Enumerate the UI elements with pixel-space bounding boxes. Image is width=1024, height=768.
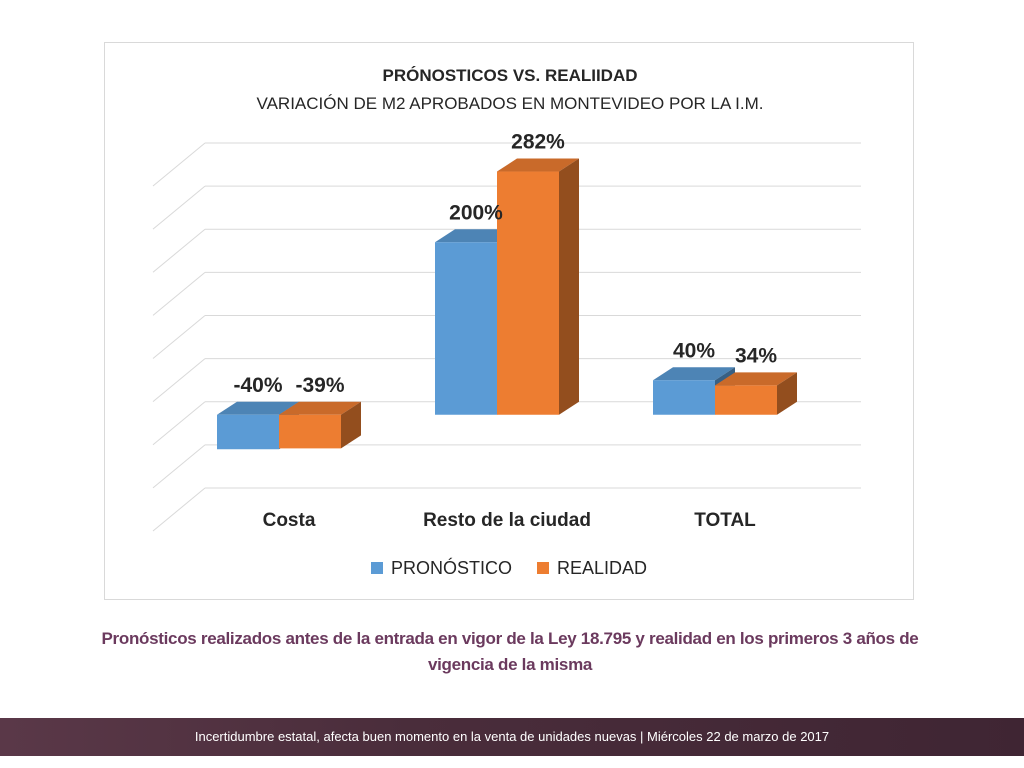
legend-swatch	[537, 562, 549, 574]
data-label: 282%	[511, 131, 565, 154]
gridline-side	[152, 185, 206, 230]
bar-top	[497, 158, 579, 172]
gridline-side	[152, 401, 206, 446]
chart-frame: PRÓNOSTICOS VS. REALIIDAD VARIACIÓN DE M…	[104, 42, 914, 600]
bar-side	[341, 401, 361, 449]
gridline-side	[152, 358, 206, 403]
category-label: Costa	[263, 510, 316, 531]
footer-bar: Incertidumbre estatal, afecta buen momen…	[0, 718, 1024, 756]
data-labels: -40% -39% 200% 282% 40% 34%	[233, 131, 777, 397]
gridline-side	[152, 487, 206, 532]
footer-text: Incertidumbre estatal, afecta buen momen…	[194, 729, 830, 744]
category-label: TOTAL	[694, 510, 756, 531]
data-label: 40%	[673, 339, 715, 362]
legend-label: REALIDAD	[557, 558, 647, 578]
bar-side	[559, 158, 579, 415]
bar-top	[435, 229, 517, 243]
bar	[279, 414, 341, 449]
bar	[497, 171, 559, 415]
bar-top	[653, 367, 735, 381]
legend: PRONÓSTICO REALIDAD	[371, 557, 647, 578]
bar	[435, 242, 497, 415]
data-label: -40%	[233, 374, 282, 397]
bar	[715, 385, 777, 415]
data-label: 200%	[449, 201, 503, 224]
chart-subtitle: VARIACIÓN DE M2 APROBADOS EN MONTEVIDEO …	[257, 94, 764, 113]
chart-title: PRÓNOSTICOS VS. REALIIDAD	[382, 66, 637, 85]
bar-top	[715, 372, 797, 386]
legend-label: PRONÓSTICO	[391, 557, 512, 578]
gridline-side	[152, 142, 206, 187]
category-label: Resto de la ciudad	[423, 510, 591, 531]
data-label: -39%	[295, 374, 344, 397]
bar	[653, 380, 715, 415]
bar	[217, 414, 279, 450]
data-label: 34%	[735, 344, 777, 367]
gridline-side	[152, 315, 206, 359]
chart-svg: PRÓNOSTICOS VS. REALIIDAD VARIACIÓN DE M…	[152, 66, 861, 578]
gridline-side	[152, 228, 206, 273]
bar-side	[777, 372, 797, 415]
gridline-side	[152, 271, 206, 316]
bar-top	[217, 401, 299, 415]
bar-top	[279, 401, 361, 415]
category-labels: Costa Resto de la ciudad TOTAL	[263, 510, 757, 531]
legend-swatch	[371, 562, 383, 574]
chart-caption: Pronósticos realizados antes de la entra…	[101, 629, 919, 674]
bars	[217, 158, 797, 450]
gridline-side	[152, 444, 206, 489]
